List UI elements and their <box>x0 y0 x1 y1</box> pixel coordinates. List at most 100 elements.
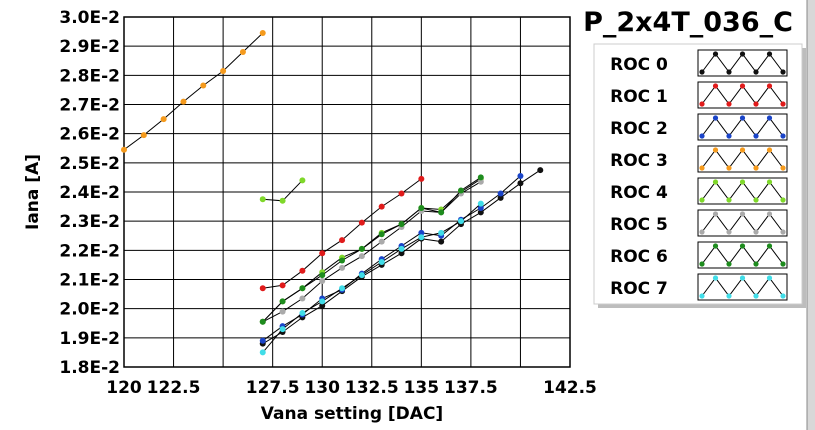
data-point <box>279 197 286 204</box>
legend-swatch-marker <box>766 51 773 57</box>
data-point <box>319 277 326 284</box>
data-point <box>517 172 524 179</box>
series-roc-6 <box>259 174 484 325</box>
data-point <box>279 298 286 305</box>
data-point <box>358 272 365 279</box>
data-point <box>140 132 147 139</box>
data-point <box>457 218 464 225</box>
legend-swatch-marker <box>739 211 746 217</box>
data-point <box>358 219 365 226</box>
legend-swatch-marker <box>699 165 705 171</box>
legend-swatch-marker <box>739 83 746 89</box>
y-tick-label: 2.6E-2 <box>59 125 120 145</box>
y-tick-label: 1.8E-2 <box>59 358 120 378</box>
data-point <box>319 250 326 257</box>
legend-swatch-marker <box>726 261 732 267</box>
legend-swatch-marker <box>712 275 719 281</box>
x-tick-label: 120 <box>106 378 142 398</box>
legend-swatch-marker <box>726 229 732 235</box>
legend-swatch-marker <box>780 197 786 203</box>
data-point <box>259 337 266 344</box>
legend-swatch-marker <box>726 69 732 75</box>
data-point <box>259 196 266 203</box>
legend-swatch-marker <box>780 261 786 267</box>
series-line <box>262 179 303 202</box>
data-point <box>457 187 464 194</box>
legend-label: ROC 7 <box>610 279 668 299</box>
legend-swatch-marker <box>753 197 759 203</box>
panel-title: P_2x4T_036_C <box>583 7 793 38</box>
legend: ROC 0 ROC 1 ROC 2 ROC 3 ROC 4 ROC 5 ROC 6 ROC 7 <box>593 43 806 308</box>
legend-swatch-marker <box>780 69 786 75</box>
y-tick-label: 2.8E-2 <box>59 66 120 86</box>
series-line <box>262 176 482 323</box>
series-line <box>262 178 422 289</box>
data-point <box>438 209 445 216</box>
data-point <box>418 234 425 241</box>
data-point <box>358 253 365 260</box>
legend-label: ROC 5 <box>610 215 668 235</box>
x-axis-title: Vana setting [DAC] <box>261 404 443 424</box>
data-point <box>418 175 425 182</box>
x-tick-label: 122.5 <box>147 378 201 398</box>
y-tick-label: 2.1E-2 <box>59 271 120 291</box>
data-point <box>477 174 484 181</box>
y-tick-label: 2.9E-2 <box>59 37 120 57</box>
data-point <box>418 229 425 236</box>
y-tick-label: 2.4E-2 <box>59 183 120 203</box>
series-line <box>123 32 264 151</box>
legend-swatch-marker <box>780 229 786 235</box>
data-point <box>180 98 187 105</box>
legend-swatch-marker <box>753 165 759 171</box>
legend-label: ROC 3 <box>610 151 668 171</box>
legend-swatch-marker <box>766 179 773 185</box>
data-point <box>299 310 306 317</box>
x-tick-labels: 120 122.5 127.5 130 132.5 135 137.5 142.5 <box>106 378 597 398</box>
data-point <box>319 302 326 309</box>
data-point <box>477 205 484 212</box>
data-point <box>299 285 306 292</box>
legend-swatch-marker <box>699 293 705 299</box>
series-line <box>262 175 521 342</box>
legend-swatch-marker <box>780 133 786 139</box>
x-tick-label: 130 <box>304 378 340 398</box>
x-tick-label: 127.5 <box>246 378 300 398</box>
legend-swatch-marker <box>753 261 759 267</box>
series-roc-1 <box>259 175 425 292</box>
y-tick-label: 2.0E-2 <box>59 300 120 320</box>
y-axis-title: Iana [A] <box>23 154 43 230</box>
legend-swatch-marker <box>712 115 719 121</box>
legend-label: ROC 4 <box>610 183 668 203</box>
y-tick-label: 2.5E-2 <box>59 154 120 174</box>
data-point <box>477 200 484 207</box>
series-roc-3 <box>121 30 266 153</box>
legend-swatch-marker <box>766 243 773 249</box>
data-point <box>477 209 484 216</box>
data-point <box>537 167 544 174</box>
data-point <box>279 326 286 333</box>
legend-swatch-marker <box>766 147 773 153</box>
series-roc-7 <box>259 200 484 356</box>
data-point <box>398 245 405 252</box>
data-point <box>378 203 385 210</box>
data-point <box>418 205 425 212</box>
legend-label: ROC 2 <box>610 119 668 139</box>
data-point <box>517 180 524 187</box>
legend-swatch-marker <box>712 179 719 185</box>
x-tick-label: 135 <box>404 378 440 398</box>
right-border <box>807 0 815 430</box>
y-tick-label: 2.2E-2 <box>59 241 120 261</box>
data-point <box>339 264 346 271</box>
data-point <box>299 177 306 184</box>
data-point <box>398 250 405 257</box>
legend-swatch-marker <box>780 101 786 107</box>
data-point <box>279 308 286 315</box>
data-point <box>339 237 346 244</box>
data-point <box>220 67 227 74</box>
legend-swatch-marker <box>712 51 719 57</box>
legend-swatch-marker <box>712 211 719 217</box>
legend-swatch-marker <box>726 197 732 203</box>
data-point <box>121 146 127 153</box>
legend-swatch-marker <box>739 115 746 121</box>
